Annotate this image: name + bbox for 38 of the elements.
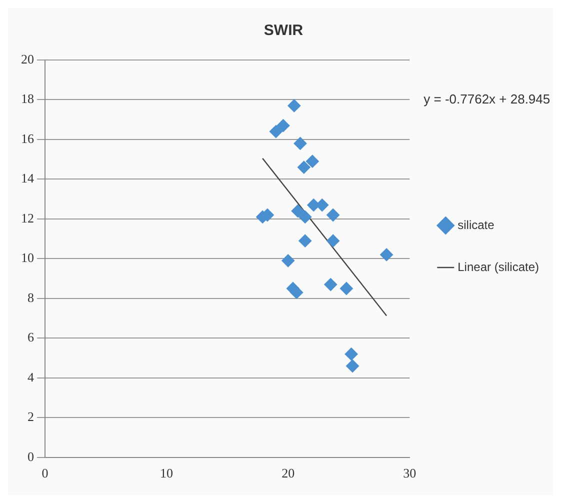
point xyxy=(380,248,394,262)
legend-label: Linear (silicate) xyxy=(458,260,540,274)
point xyxy=(340,282,353,296)
y-tick-label: 12 xyxy=(21,210,34,226)
point xyxy=(288,99,301,112)
y-tick-label: 0 xyxy=(28,448,34,464)
chart-title: SWIR xyxy=(264,22,304,40)
x-tick-label: 20 xyxy=(282,466,295,481)
legend-label: silicate xyxy=(458,218,495,232)
x-tick-label: 30 xyxy=(403,466,416,481)
y-tick-label: 4 xyxy=(28,369,34,384)
point xyxy=(326,208,340,222)
point xyxy=(326,234,340,248)
point xyxy=(324,278,338,292)
point xyxy=(344,348,358,361)
point xyxy=(290,286,304,299)
point xyxy=(297,160,310,174)
y-tick-label: 2 xyxy=(28,409,34,424)
y-tick-label: 10 xyxy=(21,250,34,266)
text: y = -0.7762x + 28.945 xyxy=(424,91,550,106)
y-tick-label: 8 xyxy=(28,290,34,305)
point xyxy=(316,198,329,212)
y-tick-label: 18 xyxy=(21,91,34,106)
y-tick-label: 16 xyxy=(21,130,34,146)
y-tick-label: 20 xyxy=(21,51,34,66)
x-tick-label: 10 xyxy=(160,466,174,481)
y-tick-label: 14 xyxy=(21,170,34,186)
point xyxy=(269,125,282,138)
point xyxy=(346,360,360,372)
x-tick-label: 0 xyxy=(42,466,48,481)
point xyxy=(276,119,290,132)
point xyxy=(298,210,312,224)
point xyxy=(291,204,304,218)
point xyxy=(298,234,312,248)
y-tick-label: 6 xyxy=(28,330,34,345)
point xyxy=(294,136,307,150)
point xyxy=(282,254,295,268)
point xyxy=(306,154,319,168)
